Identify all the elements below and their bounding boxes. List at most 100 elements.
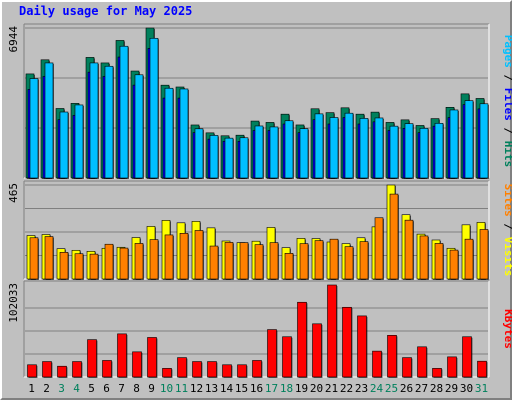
- kbytes-bar-23: [357, 315, 367, 378]
- day-label-18: 18: [280, 382, 293, 395]
- legend-part-1: /: [502, 217, 512, 237]
- pages-bar-20: [314, 113, 324, 179]
- pages-bar-3: [59, 111, 69, 179]
- day-label-1: 1: [28, 382, 35, 395]
- sites-bar-18: [284, 253, 294, 280]
- day-label-31: 31: [475, 382, 488, 395]
- pages-bar-30: [464, 100, 474, 179]
- day-label-24: 24: [370, 382, 384, 395]
- sites-bar-13: [209, 245, 219, 280]
- sites-bar-31: [479, 229, 489, 280]
- pages-bar-12: [194, 128, 204, 179]
- legend-part-0: Pages: [502, 35, 512, 68]
- kbytes-bar-29: [447, 356, 457, 378]
- chart-title: Daily usage for May 2025: [19, 4, 193, 18]
- day-label-29: 29: [445, 382, 458, 395]
- pages-bar-4: [74, 104, 84, 179]
- kbytes-bar-7: [117, 333, 127, 378]
- kbytes-bar-28: [432, 368, 442, 378]
- legend-part-0: Sites: [502, 184, 512, 217]
- pages-bar-23: [359, 118, 369, 179]
- kbytes-bar-24: [372, 350, 382, 378]
- day-label-11: 11: [175, 382, 188, 395]
- day-label-30: 30: [460, 382, 473, 395]
- sites-bar-6: [104, 243, 114, 280]
- kbytes-bar-22: [342, 306, 352, 378]
- kbytes-bar-8: [132, 351, 142, 378]
- day-label-5: 5: [88, 382, 95, 395]
- pages-bar-6: [104, 65, 114, 179]
- pages-bar-8: [134, 74, 144, 179]
- day-label-14: 14: [220, 382, 234, 395]
- sites-bar-28: [434, 243, 444, 280]
- pages-bar-18: [284, 120, 294, 179]
- kbytes-bar-15: [237, 364, 247, 378]
- legend-part-1: /: [502, 68, 512, 88]
- day-label-28: 28: [430, 382, 443, 395]
- panel-1-legend: Pages / Files / Hits: [502, 35, 512, 168]
- kbytes-bar-19: [297, 301, 307, 378]
- pages-bar-5: [89, 62, 99, 179]
- panel-2-legend: Sites / Visits: [502, 184, 512, 277]
- sites-bar-25: [389, 193, 399, 280]
- pages-bar-28: [434, 123, 444, 179]
- sites-bar-4: [74, 253, 84, 280]
- pages-bar-22: [344, 112, 354, 179]
- pages-bar-2: [44, 62, 54, 179]
- kbytes-bar-14: [222, 364, 232, 378]
- sites-bar-5: [89, 253, 99, 280]
- sites-bar-21: [329, 238, 339, 280]
- sites-bar-23: [359, 241, 369, 280]
- sites-bar-24: [374, 217, 384, 280]
- sites-bar-30: [464, 238, 474, 280]
- sites-bar-16: [254, 244, 264, 280]
- legend-part-0: KBytes: [502, 309, 512, 349]
- kbytes-bar-20: [312, 323, 322, 378]
- day-label-26: 26: [400, 382, 413, 395]
- day-label-17: 17: [265, 382, 278, 395]
- legend-part-4: Hits: [502, 141, 512, 168]
- pages-bar-25: [389, 125, 399, 179]
- sites-bar-10: [164, 234, 174, 280]
- kbytes-bar-31: [477, 360, 487, 378]
- day-label-15: 15: [235, 382, 248, 395]
- day-label-20: 20: [310, 382, 323, 395]
- day-label-16: 16: [250, 382, 263, 395]
- sites-bar-17: [269, 242, 279, 280]
- sites-bar-22: [344, 246, 354, 280]
- day-label-25: 25: [385, 382, 398, 395]
- sites-bar-9: [149, 239, 159, 280]
- pages-bar-21: [329, 117, 339, 179]
- pages-bar-17: [269, 126, 279, 179]
- day-label-23: 23: [355, 382, 368, 395]
- kbytes-bar-6: [102, 360, 112, 378]
- kbytes-bar-11: [177, 357, 187, 378]
- day-label-27: 27: [415, 382, 428, 395]
- pages-bar-1: [29, 78, 39, 179]
- kbytes-bar-21: [327, 284, 337, 378]
- pages-bar-13: [209, 135, 219, 179]
- kbytes-bar-9: [147, 337, 157, 378]
- kbytes-bar-13: [207, 361, 217, 378]
- sites-bar-2: [44, 236, 54, 280]
- kbytes-bar-1: [27, 364, 37, 378]
- pages-bar-24: [374, 117, 384, 179]
- day-label-19: 19: [295, 382, 308, 395]
- sites-bar-19: [299, 243, 309, 280]
- day-label-3: 3: [58, 382, 65, 395]
- pages-bar-9: [149, 37, 159, 179]
- kbytes-bar-12: [192, 361, 202, 378]
- sites-bar-26: [404, 219, 414, 280]
- sites-bar-15: [239, 242, 249, 280]
- day-label-2: 2: [43, 382, 50, 395]
- pages-bar-14: [224, 137, 234, 179]
- day-label-8: 8: [133, 382, 140, 395]
- day-label-4: 4: [73, 382, 80, 395]
- legend-part-2: Visits: [502, 237, 512, 277]
- pages-bar-29: [449, 109, 459, 179]
- pages-bar-7: [119, 45, 129, 179]
- sites-bar-27: [419, 235, 429, 280]
- pages-bar-16: [254, 125, 264, 179]
- panel-1-ytick-label: 6944: [7, 26, 20, 53]
